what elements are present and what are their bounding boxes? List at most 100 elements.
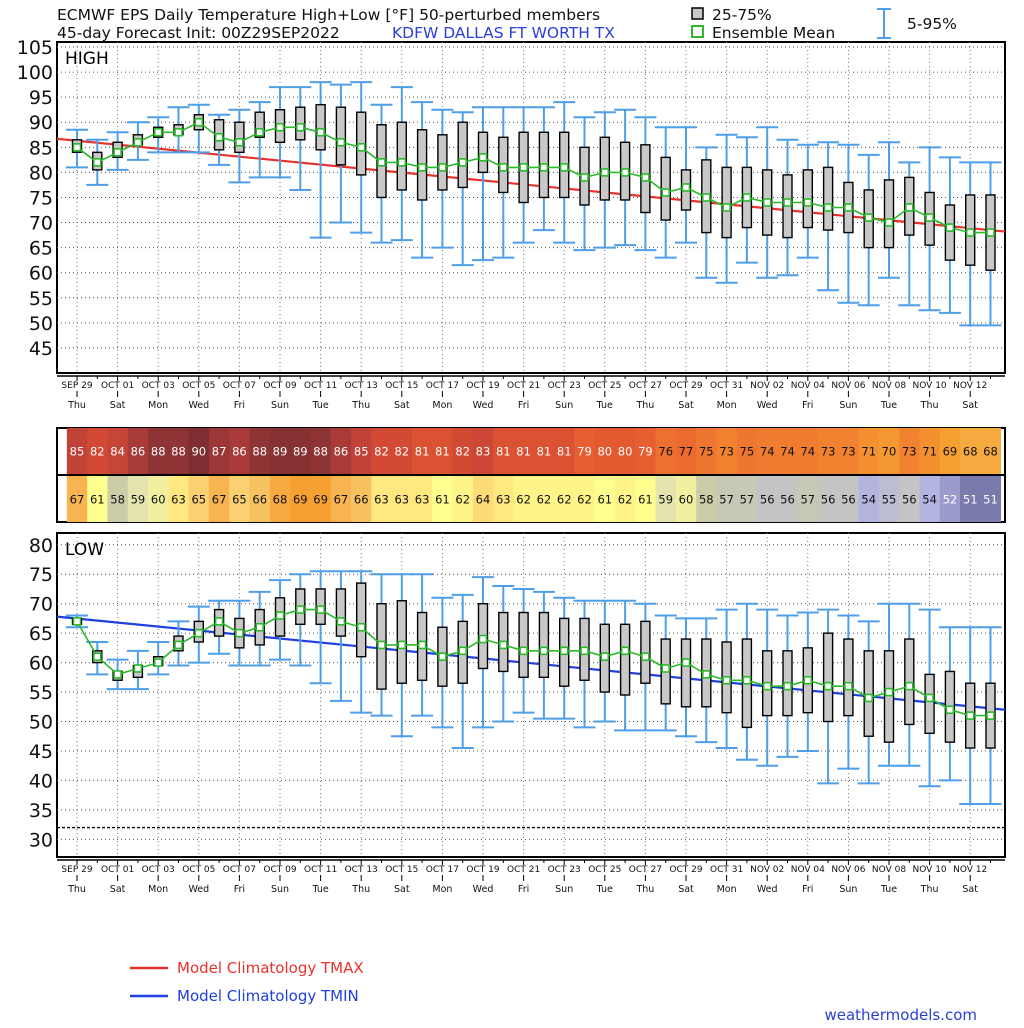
weekday-tick-label: Wed — [757, 400, 778, 411]
heatmap-value: 80 — [597, 445, 612, 459]
heatmap-value: 86 — [131, 445, 146, 459]
weekday-tick-label: Fri — [802, 400, 813, 411]
y-tick-label: 50 — [29, 313, 53, 335]
y-tick-label: 70 — [29, 213, 53, 235]
ensemble-mean-marker — [153, 127, 163, 137]
y-tick-label: 90 — [29, 112, 53, 134]
heatmap-value: 61 — [638, 493, 653, 507]
ensemble-mean-marker — [844, 203, 853, 212]
ensemble-mean-marker — [519, 163, 528, 172]
weekday-tick-label: Sat — [962, 884, 978, 895]
ensemble-mean-marker — [965, 711, 975, 720]
date-tick-label: OCT 19 — [466, 381, 499, 391]
heatmap-value: 61 — [90, 493, 105, 507]
heatmap-value: 73 — [719, 445, 734, 459]
ensemble-mean-marker — [214, 617, 224, 626]
ensemble-mean-marker — [498, 640, 508, 650]
ensemble-mean-marker — [884, 218, 894, 227]
heatmap-value: 51 — [983, 493, 998, 507]
heatmap-value: 67 — [212, 493, 227, 507]
iqr-box — [356, 582, 367, 658]
ensemble-mean-marker — [559, 646, 569, 656]
weekday-tick-label: Sat — [110, 400, 126, 411]
weekday-tick-label: Sat — [394, 400, 410, 411]
weekday-tick-label: Sat — [110, 884, 126, 895]
ensemble-mean-marker — [559, 163, 569, 172]
ensemble-mean-marker — [93, 158, 102, 167]
heatmap-cell — [736, 476, 758, 522]
heatmap-cell — [960, 428, 981, 474]
heatmap-cell — [614, 428, 636, 474]
ensemble-mean-marker — [762, 681, 772, 691]
ensemble-mean-marker — [316, 127, 325, 137]
date-tick-label: OCT 17 — [426, 865, 459, 875]
weekday-tick-label: Fri — [518, 400, 529, 411]
panel-label: HIGH — [65, 49, 109, 69]
heatmap-value: 63 — [496, 493, 511, 507]
y-tick-label: 85 — [29, 137, 53, 159]
heatmap-cell — [574, 476, 596, 522]
ensemble-mean-line — [76, 121, 991, 234]
heatmap-cell — [919, 428, 941, 474]
heatmap-value: 86 — [232, 445, 247, 459]
heatmap-value: 59 — [131, 493, 146, 507]
y-tick-label: 100 — [17, 62, 53, 84]
weekday-tick-label: Sat — [678, 400, 694, 411]
heatmap-value: 89 — [293, 445, 308, 459]
ensemble-mean-marker — [580, 646, 589, 656]
heatmap-value: 81 — [516, 445, 531, 459]
ensemble-mean-marker — [417, 163, 427, 172]
high-panel: 45 50 55 60 65 70 75 80 85 90 95 100 105 HIGH — [17, 37, 1006, 374]
iqr-box — [437, 134, 448, 191]
iqr-box — [680, 638, 692, 708]
heatmap-cell — [107, 476, 129, 522]
date-tick-label: OCT 17 — [426, 381, 459, 391]
date-tick-label: OCT 21 — [507, 381, 540, 391]
heatmap-cell — [554, 476, 575, 522]
ensemble-mean-marker — [377, 158, 386, 167]
heatmap-value: 54 — [922, 493, 937, 507]
heatmap-value: 69 — [943, 445, 958, 459]
ensemble-mean-marker — [255, 622, 265, 632]
heatmap-value: 64 — [476, 493, 491, 507]
date-tick-label: OCT 21 — [507, 865, 540, 875]
heatmap-cell — [716, 476, 738, 522]
date-tick-label: OCT 09 — [263, 381, 296, 391]
ensemble-mean-marker — [458, 158, 468, 167]
heatmap-cell — [493, 476, 514, 522]
weekday-tick-label: Tue — [596, 884, 613, 895]
heatmap-cell — [371, 476, 393, 522]
weekday-tick-label: Thu — [635, 400, 654, 411]
heatmap-cell — [594, 476, 616, 522]
heatmap-cell — [899, 428, 920, 474]
weekday-tick-label: Wed — [473, 884, 494, 895]
ensemble-mean-marker — [336, 138, 346, 147]
heatmap-value: 86 — [334, 445, 349, 459]
date-tick-label: OCT 13 — [345, 865, 378, 875]
heatmap-value: 81 — [496, 445, 511, 459]
heatmap-cell — [229, 428, 250, 474]
heatmap-cell — [899, 476, 920, 522]
ensemble-mean-marker — [600, 168, 610, 177]
y-tick-label: 65 — [29, 238, 53, 260]
ensemble-mean-marker — [295, 605, 305, 614]
ensemble-mean-marker — [823, 203, 833, 212]
heatmap-value: 82 — [90, 445, 105, 459]
heatmap-cell — [472, 428, 494, 474]
ensemble-mean-marker — [722, 675, 731, 685]
date-tick-label: OCT 29 — [669, 381, 702, 391]
ensemble-mean-marker — [133, 138, 143, 147]
ensemble-mean-marker — [701, 193, 711, 202]
ensemble-mean-marker — [945, 705, 955, 715]
date-tick-label: OCT 01 — [101, 381, 134, 391]
heatmap-value: 85 — [354, 445, 369, 459]
heatmap-value: 83 — [476, 445, 491, 459]
ensemble-mean-marker — [641, 173, 650, 182]
ensemble-mean-marker — [113, 670, 122, 679]
ensemble-mean-marker — [275, 122, 285, 132]
heatmap-value: 81 — [415, 445, 430, 459]
heatmap-value: 52 — [943, 493, 958, 507]
heatmap-value: 61 — [597, 493, 612, 507]
